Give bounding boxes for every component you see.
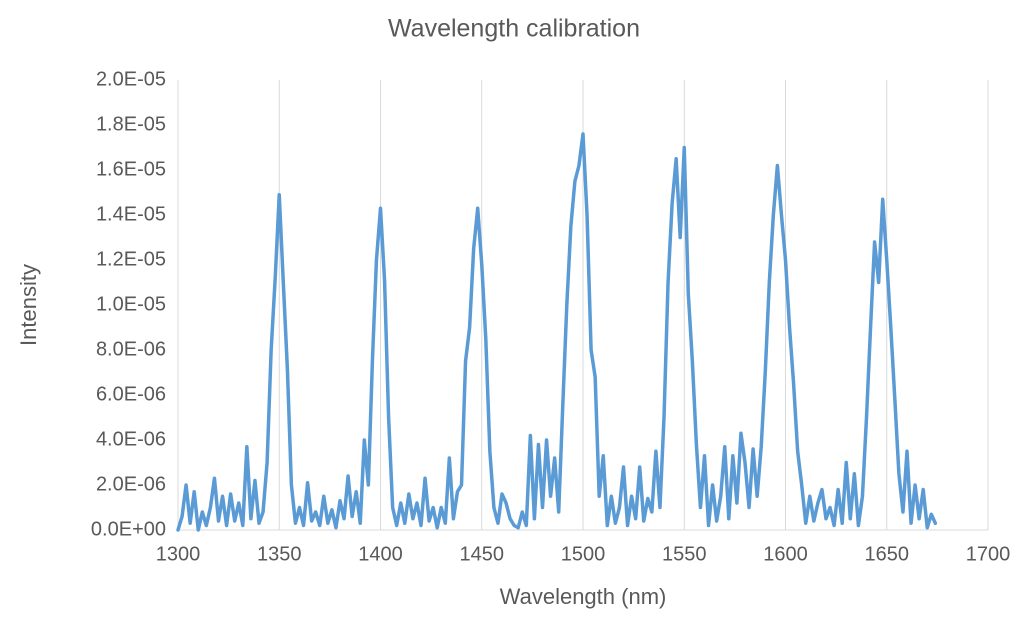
y-tick-label: 1.8E-05 [96,113,166,135]
x-tick-label: 1350 [257,543,302,565]
y-tick-label: 2.0E-05 [96,68,166,90]
y-tick-label: 1.6E-05 [96,158,166,180]
x-tick-label: 1600 [763,543,808,565]
x-tick-label: 1500 [561,543,606,565]
y-tick-label: 1.2E-05 [96,248,166,270]
x-tick-label: 1300 [156,543,201,565]
y-tick-label: 2.0E-06 [96,473,166,495]
y-tick-label: 0.0E+00 [91,518,166,540]
x-tick-label: 1400 [358,543,403,565]
y-tick-label: 1.4E-05 [96,203,166,225]
y-tick-label: 8.0E-06 [96,338,166,360]
y-axis-label: Intensity [16,264,41,346]
x-tick-label: 1450 [460,543,505,565]
x-axis-label: Wavelength (nm) [500,584,667,609]
chart-title: Wavelength calibration [388,15,640,43]
x-tick-label: 1650 [865,543,910,565]
x-tick-label: 1550 [662,543,707,565]
data-line [176,132,938,532]
y-tick-label: 4.0E-06 [96,428,166,450]
y-tick-label: 6.0E-06 [96,383,166,405]
y-tick-label: 1.0E-05 [96,293,166,315]
x-tick-label: 1700 [966,543,1011,565]
